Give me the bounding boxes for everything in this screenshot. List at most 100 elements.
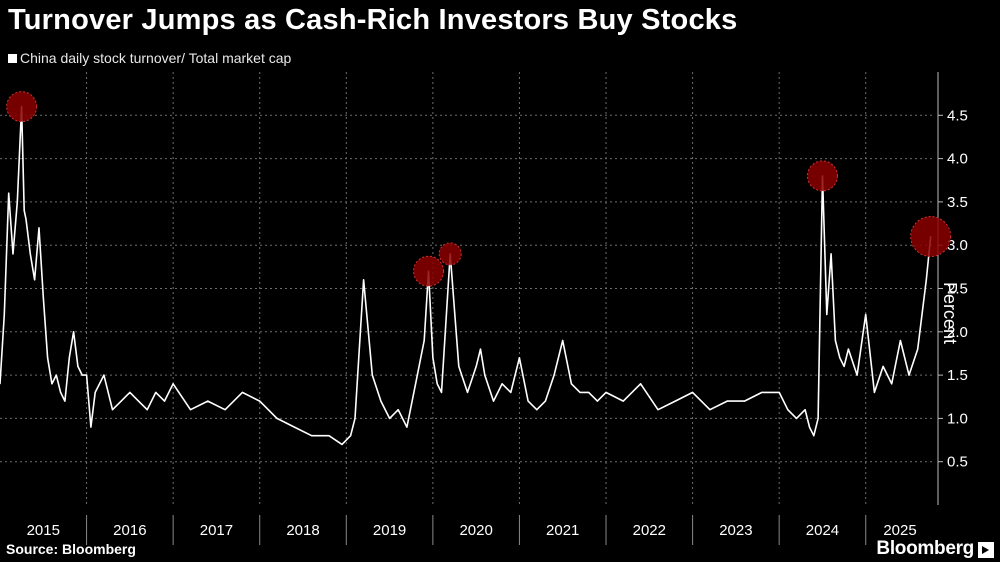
data-point [856,374,858,376]
data-point [432,357,434,359]
data-point [544,400,547,402]
y-tick-label: 1.5 [947,367,968,384]
y-axis: 0.5 1.0 1.5 2.0 2.5 3.0 3.5 4.0 4.5 [937,72,968,505]
data-point [839,357,841,359]
data-point [479,348,482,350]
x-tick-label: 2022 [633,522,666,539]
data-point [94,391,96,394]
data-point [527,400,529,402]
x-tick-label: 2023 [719,522,752,539]
data-point [458,365,460,368]
data-point [921,313,923,316]
legend: China daily stock turnover/ Total market… [8,50,291,66]
data-point [363,279,365,281]
data-point [440,391,443,394]
data-point [865,313,867,316]
peak-highlight [6,91,38,123]
data-point [414,383,417,385]
source-note: Source: Bloomberg [6,541,136,557]
data-point [787,409,789,411]
x-tick-label: 2024 [806,522,839,539]
data-point [293,426,295,428]
legend-label: China daily stock turnover/ Total market… [20,50,292,66]
series-line [0,105,932,446]
data-point [804,409,806,411]
data-point [813,435,815,437]
data-point [726,400,728,402]
data-point [328,435,330,437]
data-point [891,383,893,385]
x-tick-label: 2017 [200,522,233,539]
x-tick-label: 2015 [27,522,60,539]
data-point [691,391,694,394]
x-tick-label: 2019 [373,522,406,539]
data-point [743,400,746,402]
data-point [55,374,57,376]
brand-logo: Bloomberg [876,538,974,559]
data-point [23,209,25,212]
data-point [882,365,884,368]
data-point [29,253,31,255]
data-point [501,383,503,385]
data-point [341,443,343,445]
x-tick-label: 2020 [459,522,492,539]
data-point [899,339,901,342]
data-point [155,391,157,394]
data-point [129,391,131,394]
data-point [834,339,837,342]
data-point [579,391,581,394]
data-point [146,409,148,411]
data-point [553,374,555,376]
data-point [120,400,122,402]
data-point [85,374,88,376]
data-point [90,426,92,428]
data-point [761,391,763,394]
y-tick-label: 4.5 [947,107,968,124]
data-point [908,374,910,376]
data-point [518,357,521,359]
data-point [34,279,36,281]
data-point [276,417,278,419]
data-point [68,357,70,359]
data-point [137,400,140,402]
y-tick-label: 2.0 [947,324,968,341]
data-point [843,365,845,368]
data-point [570,383,572,385]
data-point [536,409,538,411]
data-point [60,391,62,394]
data-point [622,400,624,402]
data-point [163,400,166,402]
data-point [64,400,66,402]
data-point [189,409,192,411]
data-point [224,409,226,411]
data-point [640,383,642,385]
data-point [25,218,27,220]
x-tick-label: 2021 [546,522,579,539]
x-tick-label: 2016 [113,522,146,539]
data-point [12,253,14,255]
data-point [817,417,819,419]
y-tick-label: 4.0 [947,151,968,168]
data-point [406,426,408,428]
data-point [795,417,798,419]
highlight-layer [6,91,952,287]
data-point [605,391,607,394]
data-point [436,383,438,385]
data-point [172,383,174,385]
data-point [588,391,590,394]
y-tick-label: 1.0 [947,410,968,427]
data-point [207,400,209,402]
data-point [475,365,477,368]
data-point [354,417,356,419]
data-point [16,201,18,203]
peak-highlight [806,160,838,192]
data-point [423,339,425,342]
data-point [873,391,875,394]
data-point [371,374,373,376]
data-point [674,400,676,402]
data-point [77,365,79,368]
y-tick-label: 2.5 [947,281,968,298]
data-point [72,331,75,333]
data-point [709,409,711,411]
grid [0,72,935,505]
